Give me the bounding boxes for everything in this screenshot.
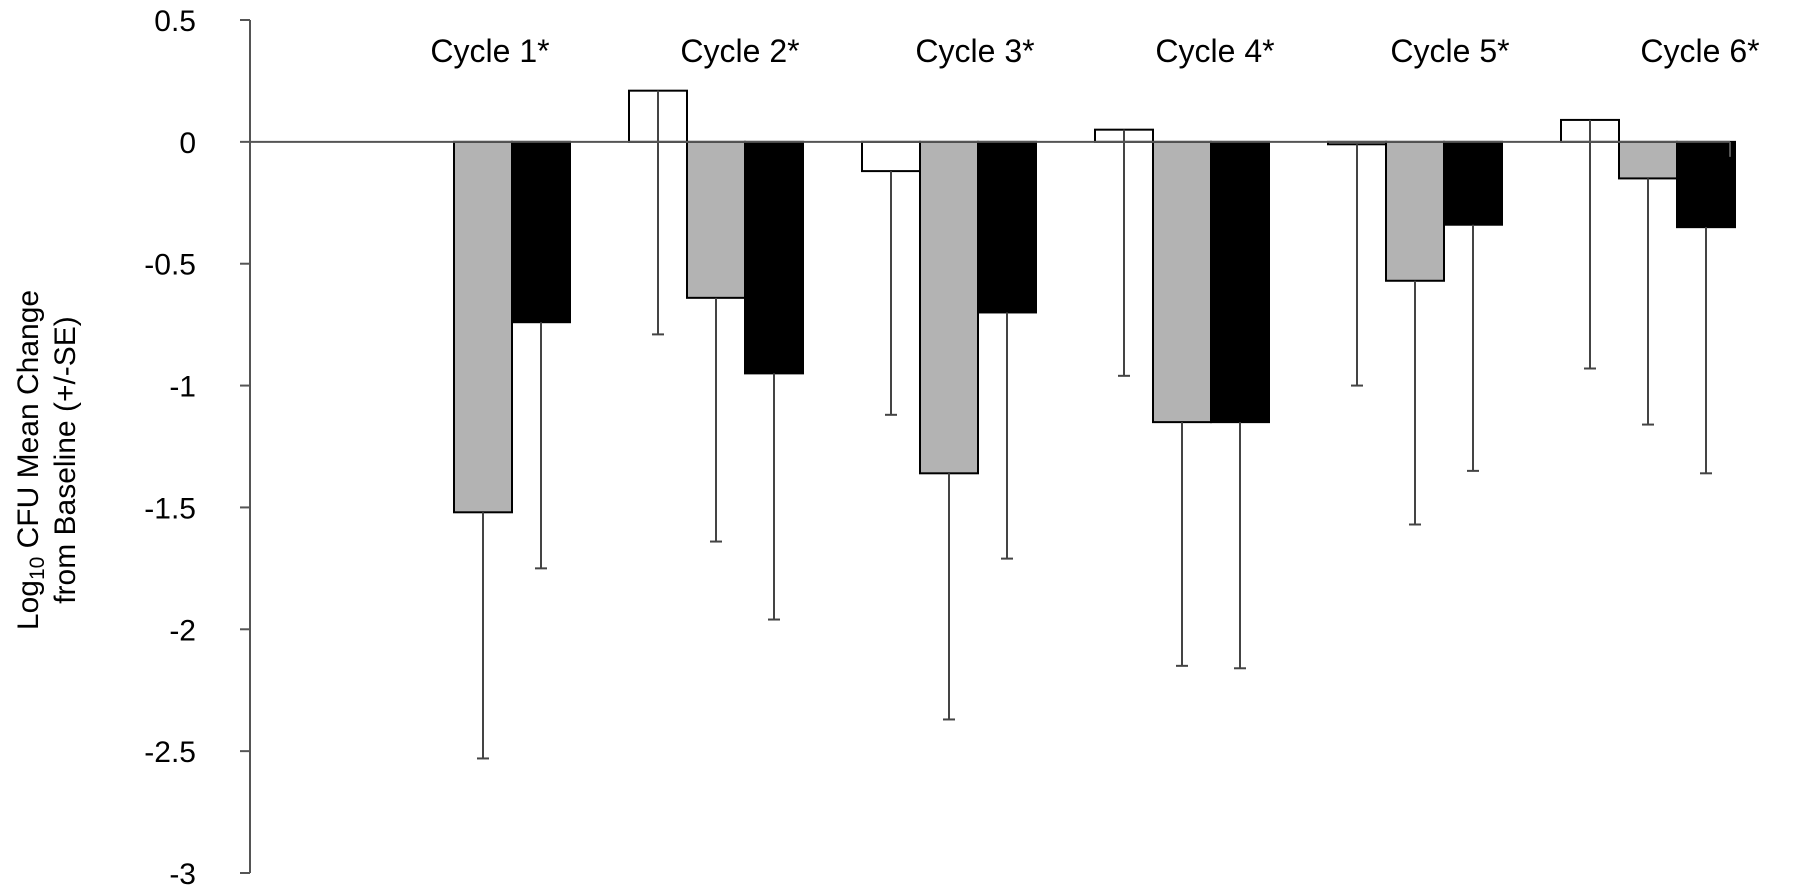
y-tick-label: -2 xyxy=(169,614,196,647)
y-tick-label: -1 xyxy=(169,371,196,404)
category-label: Cycle 4* xyxy=(1155,33,1274,69)
bar xyxy=(977,140,1037,314)
y-axis-title: Log10 CFU Mean Change from Baseline (+/-… xyxy=(12,290,82,630)
category-label: Cycle 5* xyxy=(1390,33,1509,69)
y-axis-ticks: 0.5 0 -0.5 -1 -1.5 -2 -2.5 -3 xyxy=(144,5,250,891)
category-label: Cycle 6* xyxy=(1640,33,1759,69)
category-labels: Cycle 1* Cycle 2* Cycle 3* Cycle 4* Cycle 5*… xyxy=(430,33,1759,69)
bar xyxy=(919,140,979,475)
category-label: Cycle 1* xyxy=(430,33,549,69)
axes xyxy=(249,20,1731,873)
category-label: Cycle 2* xyxy=(680,33,799,69)
bar xyxy=(1443,140,1503,226)
y-tick-label: 0.5 xyxy=(154,5,196,38)
bar xyxy=(1618,140,1678,180)
y-axis-title-line1: Log10 CFU Mean Change xyxy=(12,290,49,630)
bar xyxy=(511,140,571,324)
error-bars xyxy=(477,90,1712,760)
bar xyxy=(686,140,746,299)
y-axis-title-line2: from Baseline (+/-SE) xyxy=(49,316,82,604)
bar xyxy=(1210,140,1270,424)
y-tick-label: -1.5 xyxy=(144,492,196,525)
y-tick-label: -2.5 xyxy=(144,736,196,769)
bar xyxy=(1385,140,1445,282)
bar xyxy=(1152,140,1212,424)
y-tick-label: -0.5 xyxy=(144,249,196,282)
y-tick-label: 0 xyxy=(179,127,196,160)
bar xyxy=(861,140,921,173)
bar xyxy=(744,140,804,375)
category-label: Cycle 3* xyxy=(915,33,1034,69)
bars xyxy=(453,89,1736,514)
bar xyxy=(453,140,513,514)
y-tick-label: -3 xyxy=(169,858,196,891)
bar xyxy=(1676,140,1736,229)
